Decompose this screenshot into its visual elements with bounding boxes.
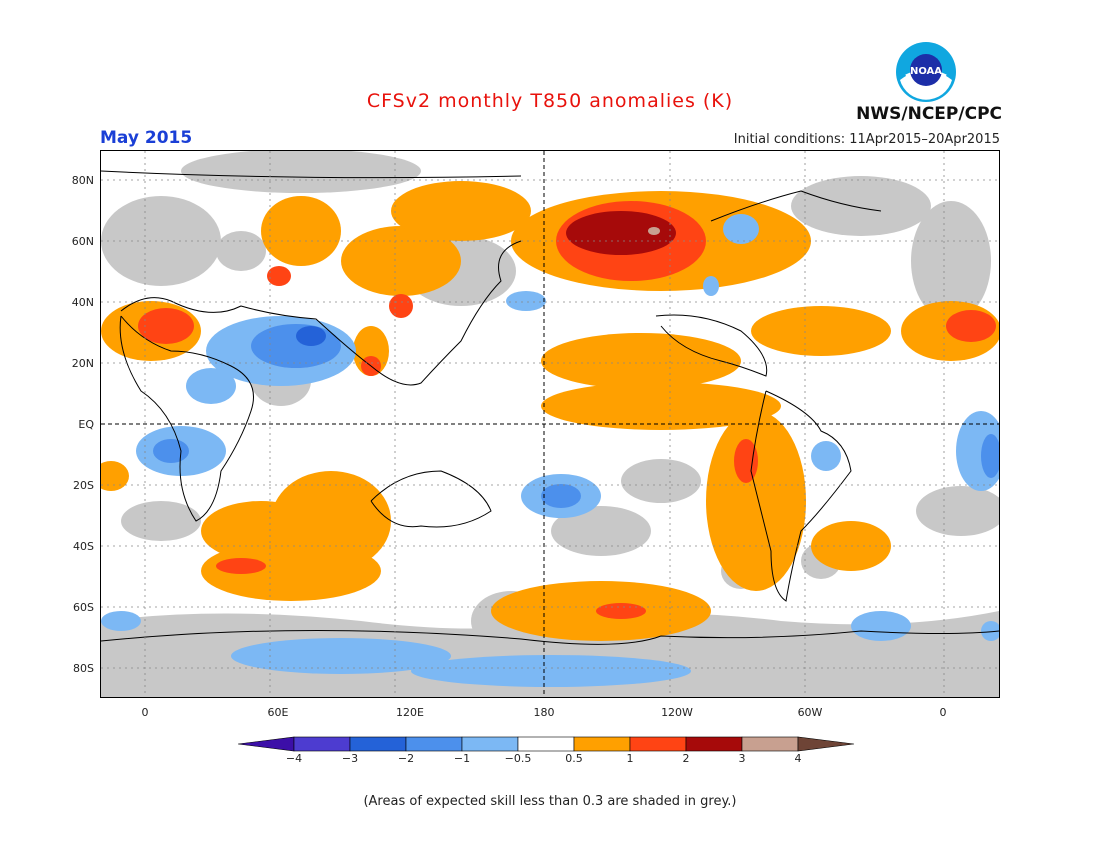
- noaa-logo-text: NOAA: [910, 66, 942, 77]
- colorbar-segment: [629, 736, 687, 752]
- lat-label: 80N: [71, 174, 94, 187]
- page-title: CFSv2 monthly T850 anomalies (K): [366, 90, 734, 112]
- lon-label: 60E: [267, 706, 289, 719]
- lat-label: 20S: [73, 479, 94, 492]
- colorbar-svg: [237, 736, 855, 752]
- colorbar-label: 4: [794, 752, 802, 765]
- warm-anomaly-2-3: [566, 211, 676, 255]
- gridlines: [101, 151, 999, 697]
- colorbar-label: 0.5: [565, 752, 583, 765]
- anomaly-map: [100, 150, 1000, 698]
- colorbar-segment: [517, 736, 575, 752]
- colorbar-segment: [461, 736, 519, 752]
- colorbar-segment: [573, 736, 631, 752]
- lat-label: 40S: [73, 540, 94, 553]
- colorbar-label: 1: [626, 752, 634, 765]
- colorbar-segment: [349, 736, 407, 752]
- lon-label: 120E: [396, 706, 424, 719]
- warm-anomaly-3-4: [648, 227, 660, 235]
- lon-label: 0: [939, 706, 947, 719]
- colorbar-segment: [685, 736, 743, 752]
- coastlines: [101, 170, 999, 645]
- noaa-logo: NOAA: [894, 40, 958, 104]
- skill-note: (Areas of expected skill less than 0.3 a…: [363, 794, 737, 809]
- colorbar-label: −3: [341, 752, 359, 765]
- lat-label: 40N: [71, 296, 94, 309]
- colorbar-label: −1: [453, 752, 471, 765]
- colorbar: [237, 734, 862, 754]
- colorbar-label: 2: [682, 752, 690, 765]
- lat-label: 60S: [73, 601, 94, 614]
- equator-dateline: [101, 151, 999, 697]
- colorbar-label: −4: [285, 752, 303, 765]
- colorbar-segment: [293, 736, 351, 752]
- colorbar-segment: [405, 736, 463, 752]
- colorbar-segment: [741, 736, 799, 752]
- lat-label: EQ: [78, 418, 94, 431]
- initial-conditions: Initial conditions: 11Apr2015–20Apr2015: [733, 132, 1000, 147]
- lat-label: 60N: [71, 235, 94, 248]
- colorbar-label: −2: [397, 752, 415, 765]
- cold-anomaly-2-3: [296, 326, 326, 346]
- lat-label: 80S: [73, 662, 94, 675]
- lon-label: 0: [141, 706, 149, 719]
- lon-label: 120W: [661, 706, 693, 719]
- colorbar-segment: [797, 736, 855, 752]
- agency-label: NWS/NCEP/CPC: [856, 104, 1002, 124]
- lon-label: 180: [533, 706, 555, 719]
- lat-label: 20N: [71, 357, 94, 370]
- forecast-month: May 2015: [100, 128, 193, 148]
- lon-label: 60W: [797, 706, 823, 719]
- colorbar-label: −0.5: [504, 752, 532, 765]
- colorbar-label: 3: [738, 752, 746, 765]
- colorbar-segment: [237, 736, 295, 752]
